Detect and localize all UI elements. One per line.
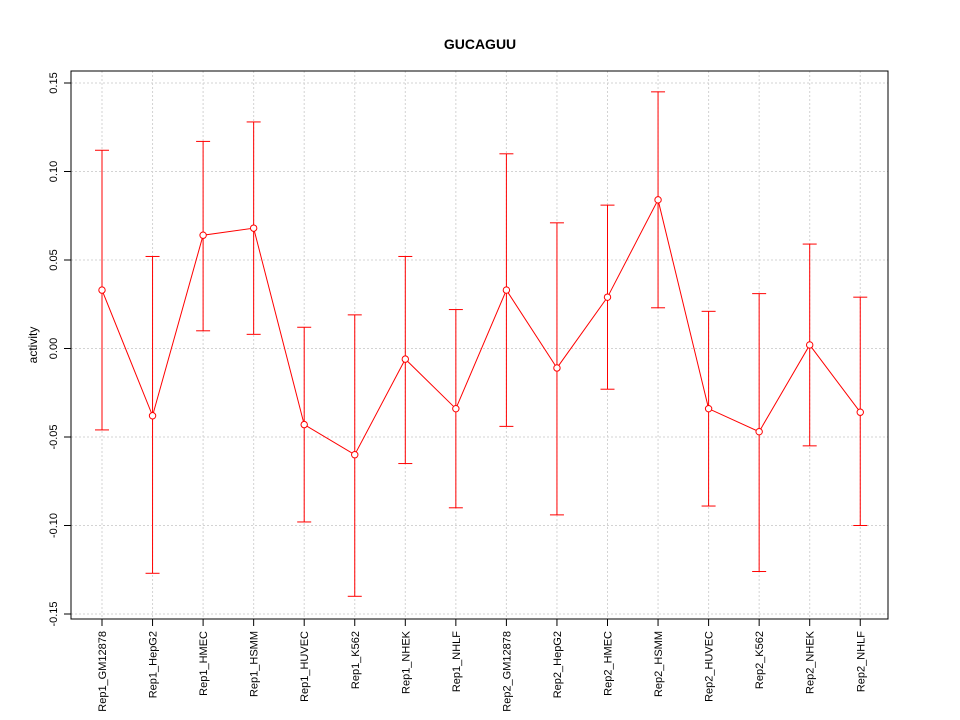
x-tick-label: Rep1_HepG2 bbox=[148, 631, 160, 698]
y-tick-label: -0.05 bbox=[48, 424, 60, 449]
y-tick-label: -0.15 bbox=[48, 601, 60, 626]
y-tick-label: -0.10 bbox=[48, 513, 60, 538]
data-point bbox=[300, 420, 308, 429]
data-point bbox=[755, 427, 763, 436]
data-point bbox=[351, 451, 359, 459]
data-point bbox=[553, 364, 561, 372]
data-point bbox=[603, 293, 612, 301]
x-tick-label: Rep2_HepG2 bbox=[552, 631, 564, 698]
x-tick-label: Rep2_NHLF bbox=[855, 631, 867, 692]
axes: Rep1_GM12878 Rep1_HepG2 Rep1_HMEC Rep1_HSMM… bbox=[48, 72, 867, 711]
data-point bbox=[856, 408, 864, 416]
x-tick-label: Rep1_K562 bbox=[350, 631, 362, 689]
data-point bbox=[452, 404, 460, 413]
x-tick-label: Rep1_HUVEC bbox=[299, 631, 311, 702]
x-tick-label: Rep1_NHLF bbox=[451, 631, 463, 692]
x-tick-label: Rep2_HSMM bbox=[653, 631, 665, 697]
grid bbox=[71, 71, 888, 619]
data-point bbox=[806, 341, 814, 349]
data-point bbox=[502, 286, 511, 294]
chart-title: GUCAGUU bbox=[444, 36, 516, 52]
data-point bbox=[249, 224, 258, 232]
x-tick-label: Rep1_GM12878 bbox=[97, 631, 109, 712]
x-tick-label: Rep2_K562 bbox=[754, 631, 766, 689]
x-tick-label: Rep1_HSMM bbox=[249, 631, 261, 697]
data-point bbox=[401, 355, 409, 363]
data-point bbox=[704, 404, 713, 413]
x-tick-label: Rep2_HUVEC bbox=[704, 631, 716, 702]
x-tick-label: Rep1_NHEK bbox=[400, 630, 412, 694]
y-tick-label: 0.10 bbox=[48, 161, 60, 182]
error-bars bbox=[95, 91, 868, 597]
series-line bbox=[101, 198, 861, 456]
x-tick-label: Rep2_NHEK bbox=[805, 630, 817, 694]
data-point bbox=[654, 196, 662, 204]
x-tick-label: Rep2_GM12878 bbox=[501, 631, 513, 712]
y-axis-label: activity bbox=[26, 327, 40, 364]
data-points bbox=[98, 196, 864, 459]
data-point bbox=[148, 412, 157, 420]
x-tick-label: Rep1_HMEC bbox=[198, 631, 210, 696]
x-tick-label: Rep2_HMEC bbox=[603, 631, 615, 696]
data-point bbox=[98, 286, 106, 294]
y-tick-label: 0.15 bbox=[48, 72, 60, 93]
y-tick-label: 0.05 bbox=[48, 249, 60, 270]
plot-frame bbox=[70, 70, 889, 620]
data-point bbox=[199, 231, 207, 239]
y-tick-label: 0.00 bbox=[48, 338, 60, 359]
series-line-layer bbox=[101, 198, 861, 456]
